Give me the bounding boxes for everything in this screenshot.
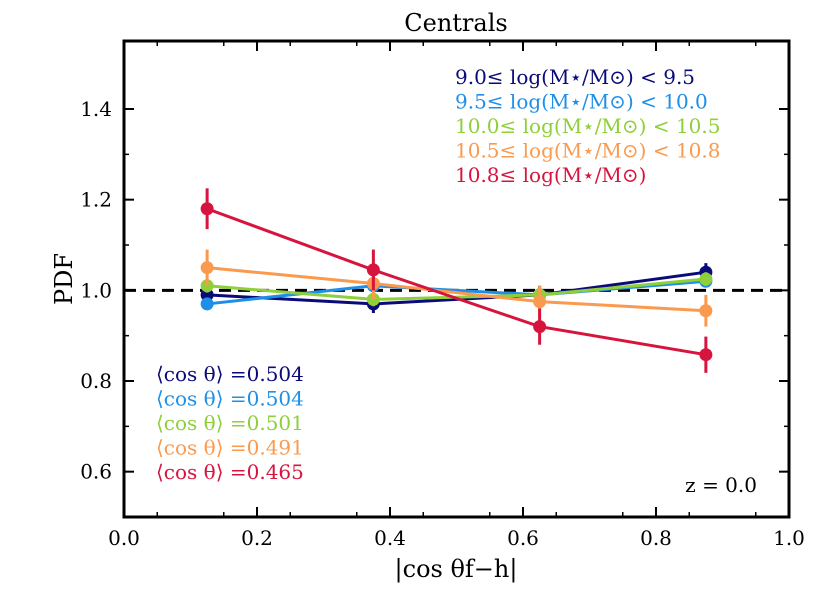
mean-cos-label: ⟨cos θ⟩ =0.491	[156, 436, 304, 460]
y-tick-label: 1.0	[80, 278, 112, 302]
x-tick-label: 0.0	[108, 526, 140, 550]
plot-frame	[122, 39, 791, 519]
data-point	[533, 295, 547, 309]
mean-cos-label: ⟨cos θ⟩ =0.465	[156, 460, 304, 484]
x-tick-label: 0.4	[374, 526, 406, 550]
series-line	[206, 266, 706, 313]
axis-ticks: 0.0 0.2 0.4 0.6 0.8 1.0 0.6 0.8 1.0 1.2 1.4	[80, 41, 805, 550]
x-tick-label: 0.8	[640, 526, 672, 550]
y-tick-label: 0.6	[80, 460, 112, 484]
legend: 9.0≤ log(M⋆/M⊙) < 9.59.5≤ log(M⋆/M⊙) < 1…	[455, 65, 720, 187]
legend-entry: 10.5≤ log(M⋆/M⊙) < 10.8	[455, 139, 720, 163]
data-point	[200, 288, 214, 302]
mean-cos-label: ⟨cos θ⟩ =0.504	[156, 387, 304, 411]
series-line	[206, 207, 707, 357]
x-tick-label: 0.2	[241, 526, 273, 550]
data-point	[699, 348, 713, 362]
mean-cos-label: ⟨cos θ⟩ =0.504	[156, 362, 304, 386]
data-point	[200, 261, 214, 275]
legend-entry: 9.0≤ log(M⋆/M⊙) < 9.5	[455, 65, 695, 89]
series-layer	[200, 188, 713, 373]
x-tick-label: 1.0	[773, 526, 805, 550]
legend-entry: 10.0≤ log(M⋆/M⊙) < 10.5	[455, 114, 720, 138]
chart-title: Centrals	[404, 9, 507, 37]
redshift-annotation: z = 0.0	[685, 473, 757, 497]
x-tick-label: 0.6	[507, 526, 539, 550]
x-axis-title: |cos θf−h|	[395, 555, 518, 584]
mean-cos-labels: ⟨cos θ⟩ =0.504⟨cos θ⟩ =0.504⟨cos θ⟩ =0.5…	[156, 362, 304, 484]
data-point	[366, 263, 380, 277]
data-point	[200, 297, 214, 311]
data-point	[200, 202, 214, 216]
series-5	[200, 188, 713, 373]
data-point	[699, 304, 713, 318]
y-tick-label: 1.4	[80, 97, 112, 121]
data-point	[533, 320, 547, 334]
y-tick-label: 1.2	[80, 188, 112, 212]
data-point	[699, 272, 713, 286]
legend-entry: 9.5≤ log(M⋆/M⊙) < 10.0	[455, 90, 708, 114]
legend-entry: 10.8≤ log(M⋆/M⊙)	[455, 163, 646, 187]
y-tick-label: 0.8	[80, 369, 112, 393]
y-axis-title: PDF	[50, 253, 78, 305]
mean-cos-label: ⟨cos θ⟩ =0.501	[156, 411, 304, 435]
